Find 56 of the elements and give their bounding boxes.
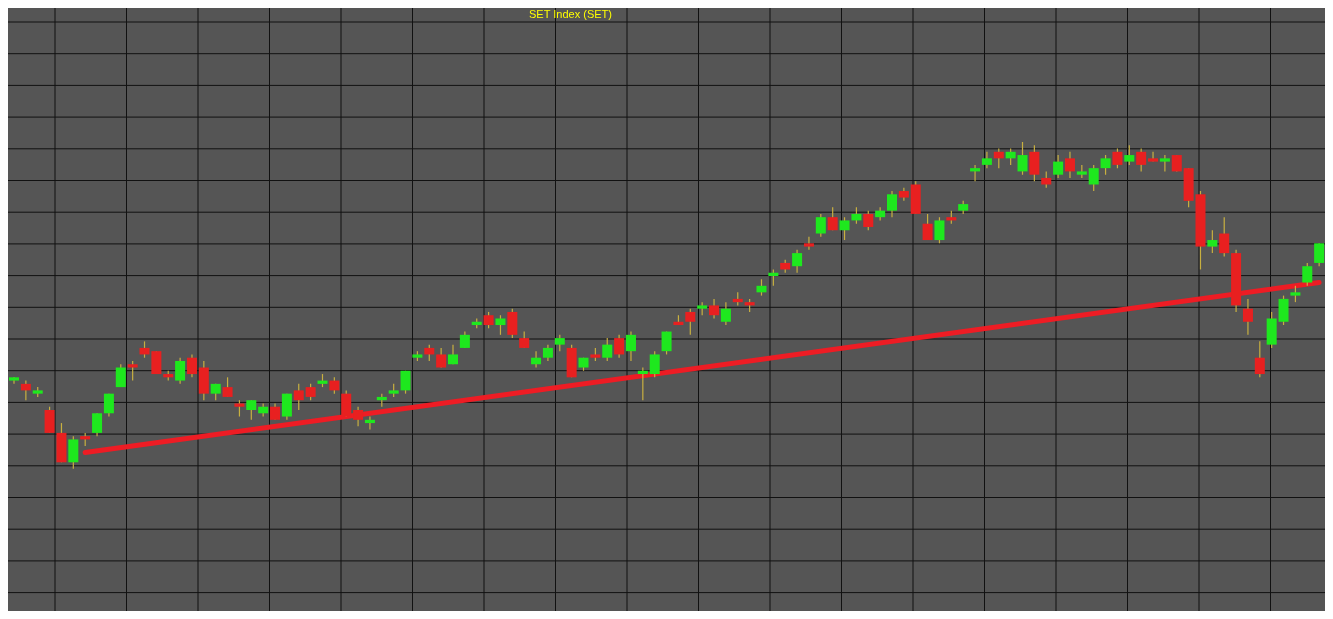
candlestick xyxy=(649,350,660,378)
candlestick xyxy=(1053,154,1064,179)
candlestick xyxy=(993,147,1004,169)
candlestick xyxy=(685,308,696,336)
candlestick xyxy=(175,357,186,385)
candlestick xyxy=(436,347,447,369)
candlestick xyxy=(1242,298,1253,336)
candlestick xyxy=(1017,141,1028,176)
candlestick xyxy=(186,353,197,378)
candlestick xyxy=(507,308,518,339)
candlestick xyxy=(1207,229,1218,254)
candlestick xyxy=(1159,154,1170,173)
candlestick xyxy=(92,412,103,437)
candlestick xyxy=(222,376,233,398)
candlestick xyxy=(293,383,304,411)
candlestick xyxy=(815,213,826,238)
candlestick xyxy=(1314,242,1325,267)
candlestick xyxy=(1112,147,1123,169)
candlestick xyxy=(922,213,933,241)
candlestick xyxy=(1136,147,1147,173)
candlestick xyxy=(720,301,731,326)
candlestick xyxy=(839,216,850,241)
candlestick xyxy=(863,210,874,231)
candlestick xyxy=(495,314,506,336)
candlestick xyxy=(792,249,803,274)
candlestick xyxy=(709,298,720,320)
candlestick xyxy=(531,350,542,369)
candlestick xyxy=(341,389,352,418)
candlestick xyxy=(1064,151,1075,179)
candlestick xyxy=(1124,144,1135,166)
candlestick xyxy=(1100,154,1111,176)
candlestick xyxy=(1219,216,1230,257)
candlestick xyxy=(1088,164,1099,192)
candlestick xyxy=(127,360,138,382)
candlestick xyxy=(20,379,31,401)
candlestick xyxy=(803,236,814,251)
candlestick xyxy=(1302,262,1313,287)
candlestick xyxy=(246,399,257,421)
candlestick xyxy=(887,190,897,218)
candlestick xyxy=(614,334,625,359)
candlestick xyxy=(1029,144,1040,182)
candlestick xyxy=(1278,295,1289,326)
candlestick xyxy=(1148,151,1159,163)
candlestick xyxy=(602,337,613,362)
chart-title: SET Index (SET) xyxy=(528,8,613,20)
candlestick xyxy=(1254,340,1265,378)
candlestick xyxy=(981,151,992,169)
candlestick xyxy=(934,216,945,244)
candlestick xyxy=(625,330,636,362)
candlestick xyxy=(281,393,292,421)
candlestick xyxy=(44,406,55,434)
candlestick xyxy=(637,366,648,401)
candlestick xyxy=(970,164,981,182)
candlestick xyxy=(68,435,79,470)
candlestick xyxy=(353,406,364,427)
candlestick xyxy=(364,415,375,431)
